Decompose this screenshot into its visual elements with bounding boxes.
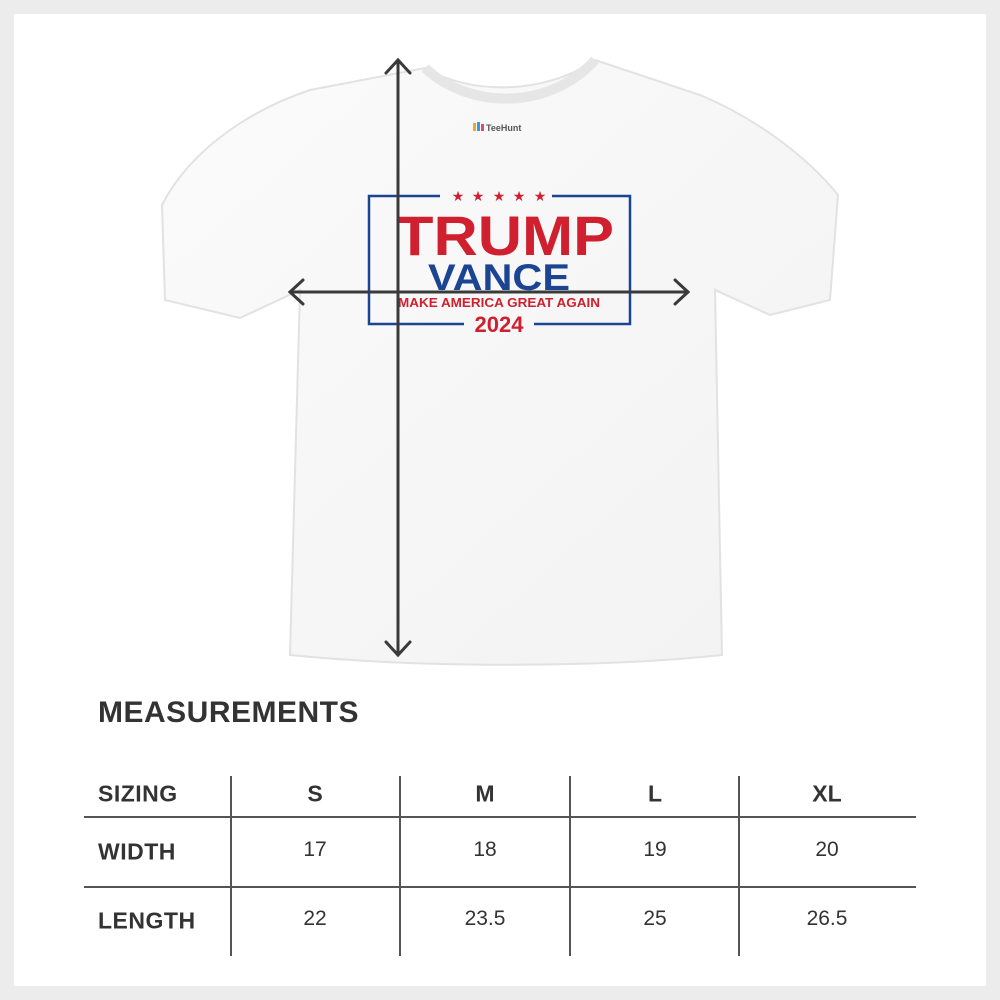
svg-text:★: ★: [472, 189, 485, 205]
print-trump: TRUMP: [396, 204, 614, 267]
table-divider: [738, 776, 740, 956]
print-year: 2024: [475, 312, 525, 337]
tshirt-collar: [421, 56, 599, 104]
table-divider: [84, 886, 916, 888]
row-label: LENGTH: [98, 907, 196, 934]
size-header: M: [475, 780, 495, 807]
measurements-title: MEASUREMENTS: [98, 696, 360, 729]
length-arrow-icon: [384, 57, 412, 658]
header-label: SIZING: [98, 780, 178, 807]
table-cell: 18: [473, 838, 497, 861]
stars-icon: ★ ★ ★ ★ ★: [452, 189, 547, 205]
size-header: XL: [812, 780, 842, 807]
tshirt-body: [160, 58, 840, 666]
table-cell: 26.5: [806, 907, 848, 930]
svg-text:★: ★: [513, 189, 526, 205]
row-label: WIDTH: [98, 838, 176, 865]
table-cell: 17: [303, 838, 327, 861]
table-cell: 25: [643, 907, 667, 930]
teehunt-label: TeeHunt: [473, 122, 521, 133]
table-cell: 19: [643, 838, 667, 861]
table-cell: 22: [303, 907, 327, 930]
table-divider: [399, 776, 401, 956]
width-arrow-icon: [287, 278, 691, 306]
print-slogan: MAKE AMERICA GREAT AGAIN: [398, 295, 600, 310]
size-header: S: [307, 780, 323, 807]
size-header: L: [647, 780, 663, 807]
svg-text:★: ★: [534, 189, 547, 205]
campaign-print: ★ ★ ★ ★ ★ TRUMP VANCE MAKE AMERICA GREAT AGA…: [367, 189, 632, 337]
table-divider: [230, 776, 232, 956]
svg-text:★: ★: [452, 189, 465, 205]
table-cell: 20: [815, 838, 839, 861]
table-divider: [84, 816, 916, 818]
table-divider: [569, 776, 571, 956]
brand-label-text: TeeHunt: [486, 123, 521, 133]
svg-text:★: ★: [493, 189, 506, 205]
table-cell: 23.5: [464, 907, 506, 930]
tshirt-image: TeeHunt ★ ★ ★ ★ ★ TRUMP VANCE MAKE AMERICA G…: [160, 56, 840, 666]
